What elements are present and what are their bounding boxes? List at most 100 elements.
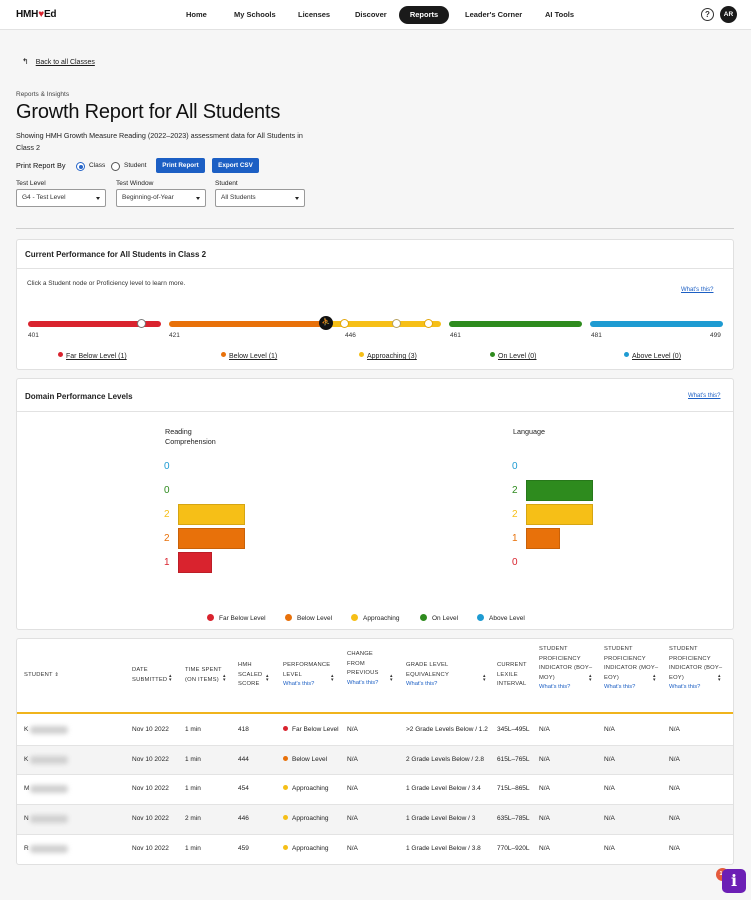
cell-lexile: 715L–865L (497, 785, 530, 792)
export-csv-button[interactable]: Export CSV (212, 158, 259, 173)
info-assistant-button[interactable]: i (722, 869, 746, 893)
on-level-bar[interactable] (449, 321, 582, 327)
student-name[interactable]: K (24, 726, 29, 733)
language-approaching-bar[interactable] (526, 504, 593, 525)
table-row[interactable] (17, 715, 733, 745)
table-row[interactable] (17, 745, 733, 775)
nav-reports[interactable]: Reports (399, 6, 449, 24)
language-below-bar[interactable] (526, 528, 560, 549)
nav-my-schools[interactable]: My Schools (234, 10, 276, 19)
test-window-select[interactable]: Beginning-of-Year (116, 189, 206, 207)
sort-icon[interactable]: ▴ ▾ (223, 673, 226, 683)
cell-lexile: 770L–920L (497, 845, 530, 852)
cell-spi1: N/A (539, 726, 550, 733)
above-level-bar[interactable] (590, 321, 723, 327)
student-node[interactable] (392, 319, 401, 328)
grade-whats-this-link[interactable]: What's this? (406, 681, 438, 687)
student-name[interactable]: R (24, 845, 29, 852)
col-hmh-scaled-score[interactable]: HMH Scaled Score (238, 662, 263, 687)
reading-below-bar[interactable] (178, 528, 245, 549)
table-row[interactable] (17, 834, 733, 864)
cell-grade: 1 Grade Level Below / 3 (406, 815, 476, 822)
nav-licenses[interactable]: Licenses (298, 10, 331, 19)
below-level-bar[interactable] (169, 321, 329, 327)
reading-approaching-bar[interactable] (178, 504, 245, 525)
radio-class-label[interactable]: Class (89, 162, 106, 169)
performance-dot-icon (283, 845, 288, 850)
col-spi-boy-moy[interactable]: Student Proficiency Indicator (BOY–MOY) W… (539, 645, 594, 693)
table-row[interactable] (17, 804, 733, 834)
radio-class[interactable] (76, 162, 85, 171)
spi2-whats-this-link[interactable]: What's this? (604, 684, 636, 690)
far-below-level-bar[interactable] (28, 321, 161, 327)
student-name[interactable]: K (24, 756, 29, 763)
sort-icon[interactable]: ▴ ▾ (266, 673, 269, 683)
approaching-bar[interactable] (329, 321, 441, 327)
student-group-icon[interactable]: ⛹ (319, 316, 333, 330)
perf-whats-this-link[interactable]: What's this? (283, 681, 315, 687)
language-on-bar[interactable] (526, 480, 593, 501)
student-name[interactable]: N (24, 815, 29, 822)
student-node[interactable] (340, 319, 349, 328)
domain-legend-on-level: On Level (420, 614, 458, 622)
nav-discover[interactable]: Discover (355, 10, 387, 19)
chevron-down-icon (295, 197, 299, 200)
domain-legend-below: Below Level (285, 614, 332, 622)
col-current-lexile-interval[interactable]: Current Lexile Interval (497, 662, 527, 687)
cell-score: 459 (238, 845, 249, 852)
col-spi-moy-eoy[interactable]: Student Proficiency Indicator (MOY–EOY) W… (604, 645, 659, 693)
sort-icon[interactable]: ▴ ▾ (718, 673, 721, 683)
col-grade-level-equivalency[interactable]: Grade Level Equivalency What's this? (406, 661, 468, 690)
cell-spi2: N/A (604, 815, 615, 822)
legend-approaching[interactable]: Approaching (3) (359, 352, 417, 360)
radio-student[interactable] (111, 162, 120, 171)
legend-far-below-level[interactable]: Far Below Level (1) (58, 352, 127, 360)
language-above-count: 0 (512, 461, 518, 472)
sort-icon[interactable]: ▴ ▾ (331, 673, 334, 683)
hmh-ed-logo[interactable]: HMH♥Ed (16, 9, 57, 20)
col-spi-boy-eoy[interactable]: Student Proficiency Indicator (BOY–EOY) W… (669, 645, 724, 693)
test-level-select[interactable]: G4 - Test Level (16, 189, 106, 207)
legend-below-level[interactable]: Below Level (1) (221, 352, 277, 360)
change-whats-this-link[interactable]: What's this? (347, 679, 379, 686)
legend-above-level[interactable]: Above Level (0) (624, 352, 681, 360)
print-report-button[interactable]: Print Report (156, 158, 205, 173)
cell-date: Nov 10 2022 (132, 726, 169, 733)
sort-icon[interactable]: ▴ ▾ (169, 673, 172, 683)
nav-home[interactable]: Home (186, 10, 207, 19)
help-icon[interactable]: ? (701, 8, 714, 21)
reading-far-below-bar[interactable] (178, 552, 212, 573)
nav-leaders-corner[interactable]: Leader's Corner (465, 10, 523, 19)
domain-whats-this-link[interactable]: What's this? (688, 393, 721, 399)
spi1-whats-this-link[interactable]: What's this? (539, 684, 571, 690)
table-row[interactable] (17, 774, 733, 804)
student-node[interactable] (424, 319, 433, 328)
row-divider (17, 804, 733, 805)
col-time-spent[interactable]: Time Spent (on items) (185, 667, 222, 683)
student-name[interactable]: M (24, 785, 30, 792)
language-far-below-count: 0 (512, 557, 518, 568)
scale-tick: 461 (450, 332, 461, 339)
col-date-submitted[interactable]: Date Submitted (132, 667, 168, 683)
spi3-whats-this-link[interactable]: What's this? (669, 684, 701, 690)
student-node[interactable] (137, 319, 146, 328)
legend-on-level[interactable]: On Level (0) (490, 352, 537, 360)
sort-icon[interactable]: ▴ ▾ (390, 673, 393, 683)
student-select[interactable]: All Students (215, 189, 305, 207)
nav-ai-tools[interactable]: AI Tools (545, 10, 575, 19)
avatar[interactable]: AR (720, 6, 737, 23)
cell-change: N/A (347, 815, 358, 822)
col-student[interactable]: Student ⇕ (24, 672, 59, 678)
performance-whats-this-link[interactable]: What's this? (681, 287, 714, 293)
sort-icon[interactable]: ▴ ▾ (483, 673, 486, 683)
col-change-from-previous[interactable]: Change from Previous What's this? (347, 650, 383, 688)
radio-student-label[interactable]: Student (124, 162, 147, 169)
domain-legend-above-level: Above Level (477, 614, 525, 622)
sort-icon[interactable]: ▴ ▾ (653, 673, 656, 683)
col-performance-level[interactable]: Performance Level What's this? (283, 661, 333, 690)
cell-lexile: 635L–785L (497, 815, 530, 822)
sort-icon[interactable]: ▴ ▾ (589, 673, 592, 683)
performance-label: Approaching (292, 785, 329, 792)
cell-grade: 1 Grade Level Below / 3.4 (406, 785, 481, 792)
back-to-classes-link[interactable]: ↰ Back to all Classes (22, 57, 95, 66)
